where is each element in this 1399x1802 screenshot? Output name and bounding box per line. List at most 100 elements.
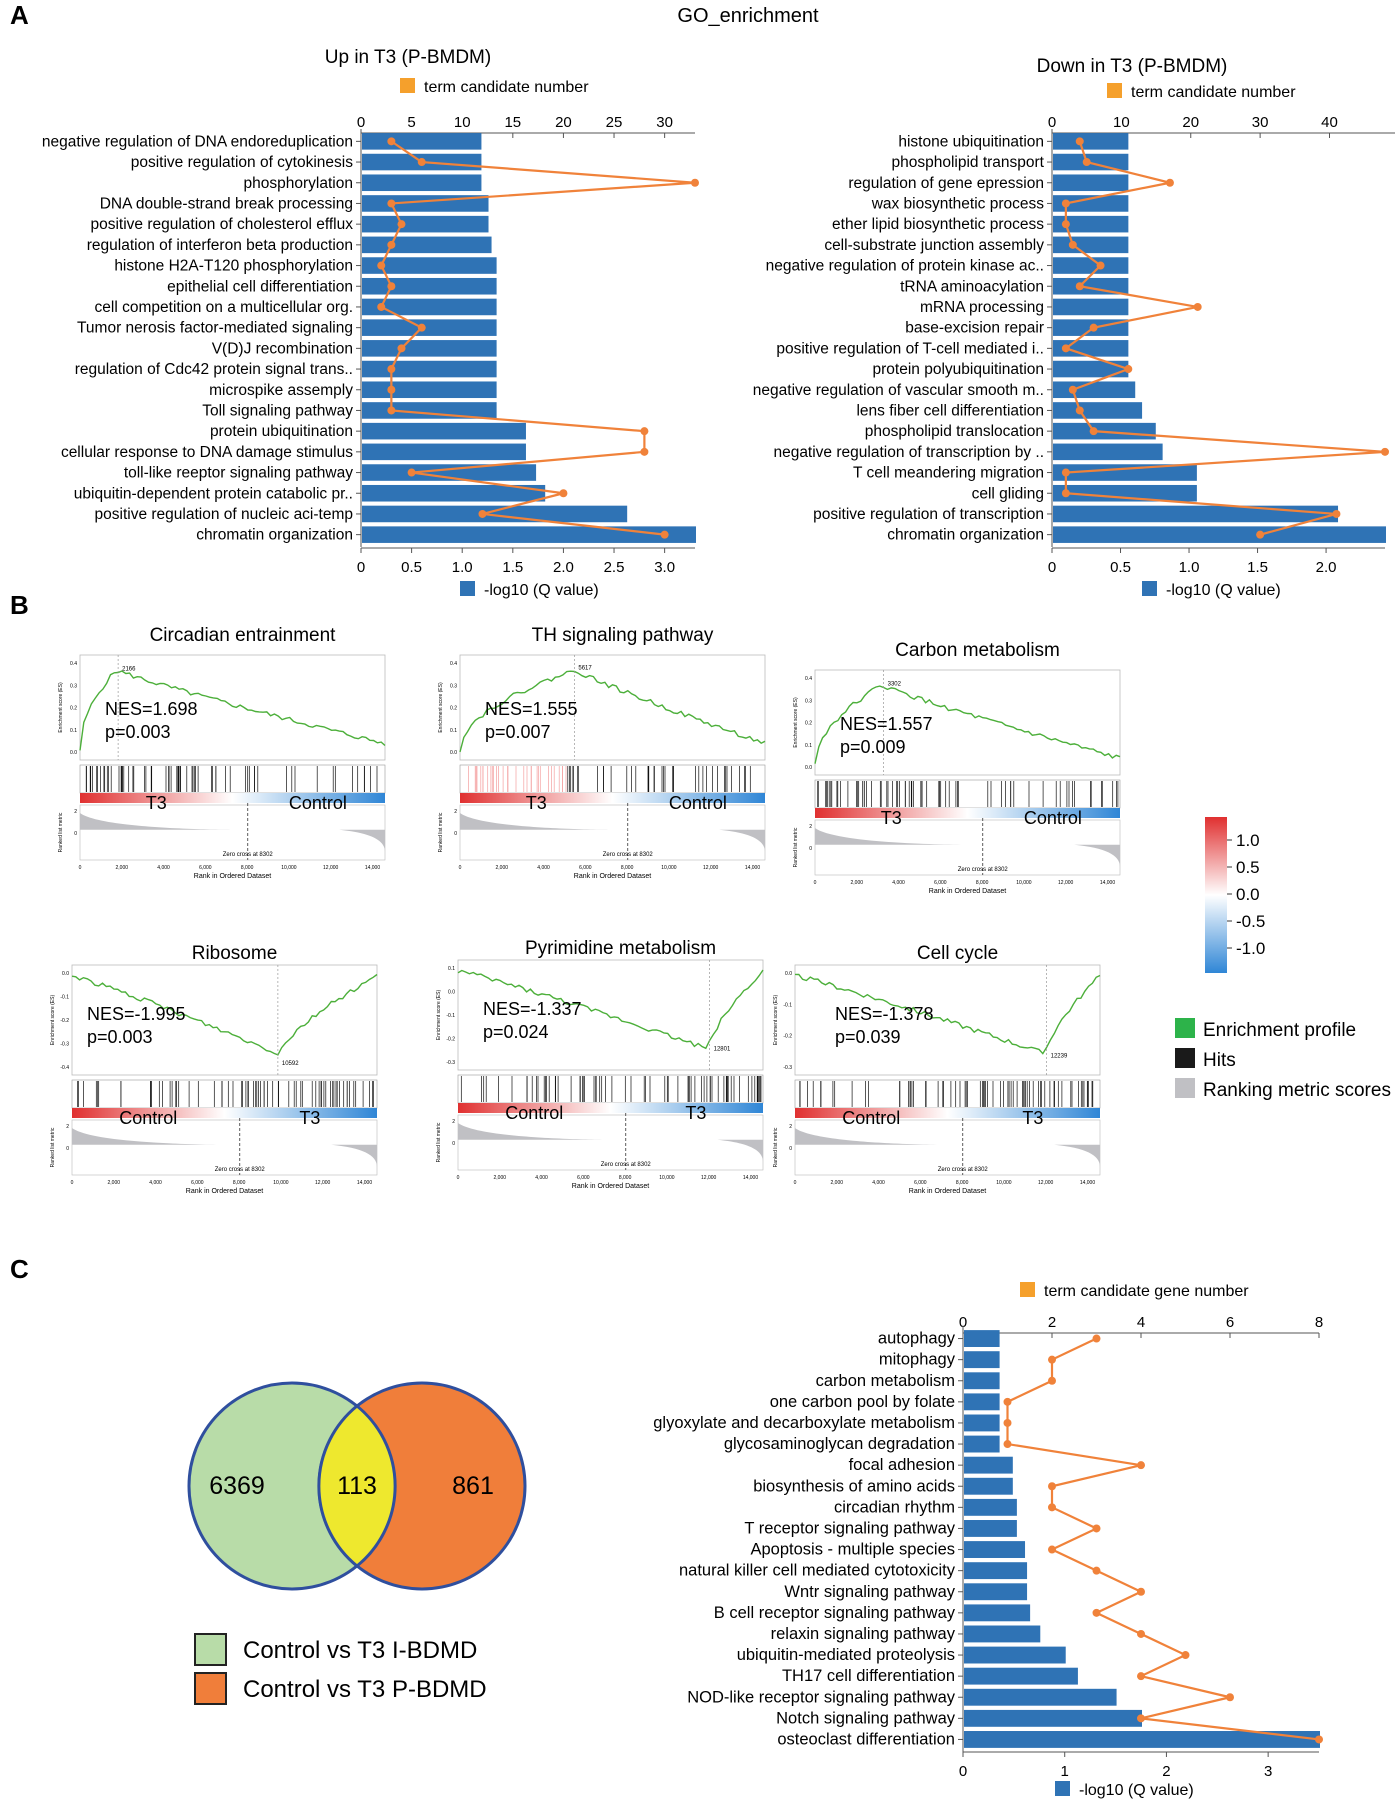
rank-tick-label: 2,000: [496, 865, 509, 871]
candidate-number-point: [1137, 1672, 1145, 1681]
bar: [1053, 195, 1129, 212]
candidate-number-point: [1315, 1735, 1323, 1744]
bar: [964, 1731, 1320, 1748]
metric-tick-label: 2: [789, 1124, 792, 1130]
rank-tick-label: 0: [814, 880, 817, 886]
bar: [964, 1393, 1000, 1411]
category-label: negative regulation of vascular smooth m…: [753, 382, 1044, 399]
candidate-number-point: [1381, 447, 1389, 456]
es-frame: [71, 964, 378, 1076]
candidate-number-point: [1092, 1566, 1101, 1575]
enrichment-profile-swatch: [1175, 1018, 1195, 1038]
rank-tick-label: 0: [79, 865, 82, 871]
rank-axis-label: Rank in Ordered Dataset: [186, 1188, 263, 1195]
hits-frame: [71, 1079, 378, 1109]
category-label: phospholipid translocation: [865, 423, 1044, 440]
rank-tick-label: 6,000: [577, 1175, 590, 1181]
category-label: negative regulation of transcription by …: [773, 444, 1044, 461]
venn-diagram: 6369 113 861 Control vs T3 I-BDMD Contro…: [187, 1381, 527, 1705]
p-value: p=0.007: [485, 722, 551, 742]
rank-axis-label: Rank in Ordered Dataset: [909, 1188, 986, 1195]
chart-kegg: term candidate gene number 0 2 4 6 8 0 1 2 3 -log1…: [653, 1282, 1323, 1799]
colorbar-tick-label: 0.5: [1236, 858, 1260, 877]
rank-tick-label: 14,000: [1080, 1180, 1096, 1186]
enrichment-profile-line: [814, 685, 1121, 764]
top-axis-tick-label: 5: [407, 114, 415, 131]
metric-axis-label: Ranked list metric: [58, 812, 64, 852]
bar: [964, 1372, 1000, 1390]
bar: [964, 1414, 1000, 1432]
ranking-metric-swatch: [1175, 1078, 1195, 1098]
candidate-number-point: [1089, 427, 1098, 436]
zero-cross-label: Zero cross at 8302: [603, 852, 654, 858]
es-tick-label: 0.4: [70, 661, 77, 667]
bar: [964, 1541, 1026, 1558]
candidate-number-point: [407, 468, 416, 477]
p-value: p=0.003: [105, 722, 171, 742]
category-label: carbon metabolism: [816, 1372, 955, 1390]
bar: [1053, 381, 1136, 399]
bar: [964, 1477, 1013, 1495]
venn-legend-left: Control vs T3 I-BDMD: [243, 1637, 477, 1664]
top-axis-tick-label: 0: [1048, 114, 1056, 131]
zero-cross-label: Zero cross at 8302: [938, 1167, 989, 1173]
bar: [1053, 174, 1129, 192]
gsea-plot: Ribosome Enrichment score (ES) 0.0 -0.1 -0.2…: [50, 943, 378, 1195]
rank-tick-label: 10,000: [661, 865, 677, 871]
bar: [964, 1625, 1041, 1643]
es-frame: [79, 654, 386, 761]
es-tick-label: 0.0: [785, 971, 792, 977]
ranking-gradient: [460, 793, 765, 803]
category-label: epithelial cell differentiation: [167, 278, 353, 295]
category-label: ether lipid biosynthetic process: [832, 216, 1044, 233]
es-tick-label: -0.2: [783, 1034, 792, 1040]
category-label: cell-substrate junction assembly: [824, 237, 1044, 254]
bottom-legend-swatch: [460, 581, 475, 596]
category-label: lens fiber cell differentiation: [856, 402, 1044, 419]
es-tick-label: -0.2: [60, 1018, 69, 1024]
candidate-number-point: [1137, 1714, 1145, 1723]
bar: [1053, 298, 1129, 316]
ranking-metric-area: [458, 1123, 763, 1162]
candidate-number-point: [1137, 1587, 1145, 1596]
rank-tick-label: 14,000: [1100, 880, 1116, 886]
bottom-axis-tick-label: 1.0: [1179, 559, 1200, 576]
ranking-metric-area: [72, 1128, 377, 1167]
category-label: biosynthesis of amino acids: [753, 1477, 955, 1495]
rank-tick-label: 4,000: [157, 865, 170, 871]
es-tick-label: 0.0: [448, 990, 455, 996]
rank-tick-label: 10,000: [659, 1175, 675, 1181]
right-group-label: Control: [289, 793, 347, 813]
rank-tick-label: 2,000: [851, 880, 864, 886]
rank-axis-label: Rank in Ordered Dataset: [929, 888, 1006, 895]
category-label: NOD-like receptor signaling pathway: [687, 1688, 956, 1706]
nes-value: NES=1.557: [840, 714, 933, 734]
top-axis-tick-label: 2: [1048, 1314, 1056, 1331]
rank-tick-label: 0: [459, 865, 462, 871]
peak-label: 2166: [122, 667, 136, 673]
category-label: regulation of Cdc42 protein signal trans…: [75, 361, 353, 378]
top-legend-label: term candidate number: [1131, 84, 1296, 101]
category-label: cell gliding: [972, 485, 1044, 502]
category-label: one carbon pool by folate: [770, 1393, 955, 1411]
peak-label: 12801: [714, 1046, 731, 1052]
bottom-axis-tick-label: 2: [1162, 1763, 1170, 1780]
candidate-number-point: [1193, 302, 1202, 311]
bar: [1053, 257, 1129, 274]
category-label: positive regulation of cholesterol efflu…: [90, 216, 353, 233]
enrichment-profile-line: [79, 670, 386, 751]
left-group-label: Control: [505, 1103, 563, 1123]
bar: [362, 277, 497, 295]
bottom-legend-label: -log10 (Q value): [1079, 1782, 1194, 1799]
bar: [362, 381, 497, 399]
top-axis-tick-label: 30: [1252, 114, 1269, 131]
candidate-number-point: [478, 509, 487, 518]
right-group-label: T3: [685, 1103, 706, 1123]
gsea-plots: Circadian entrainment Enrichment score (E…: [50, 625, 1121, 1195]
rank-tick-label: 6,000: [579, 865, 592, 871]
es-axis-label: Enrichment score (ES): [438, 682, 444, 733]
candidate-number-point: [1061, 468, 1070, 477]
es-tick-label: -0.3: [60, 1042, 69, 1048]
category-label: mitophagy: [879, 1351, 956, 1369]
bar: [964, 1604, 1031, 1622]
